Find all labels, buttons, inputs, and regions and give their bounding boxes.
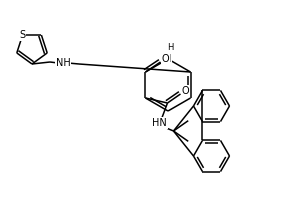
Text: O: O xyxy=(162,54,169,64)
Text: H: H xyxy=(167,43,173,52)
Text: HN: HN xyxy=(152,118,167,128)
Text: N: N xyxy=(164,54,172,64)
Text: NH: NH xyxy=(56,58,70,68)
Text: O: O xyxy=(182,86,189,96)
Text: S: S xyxy=(20,30,26,40)
